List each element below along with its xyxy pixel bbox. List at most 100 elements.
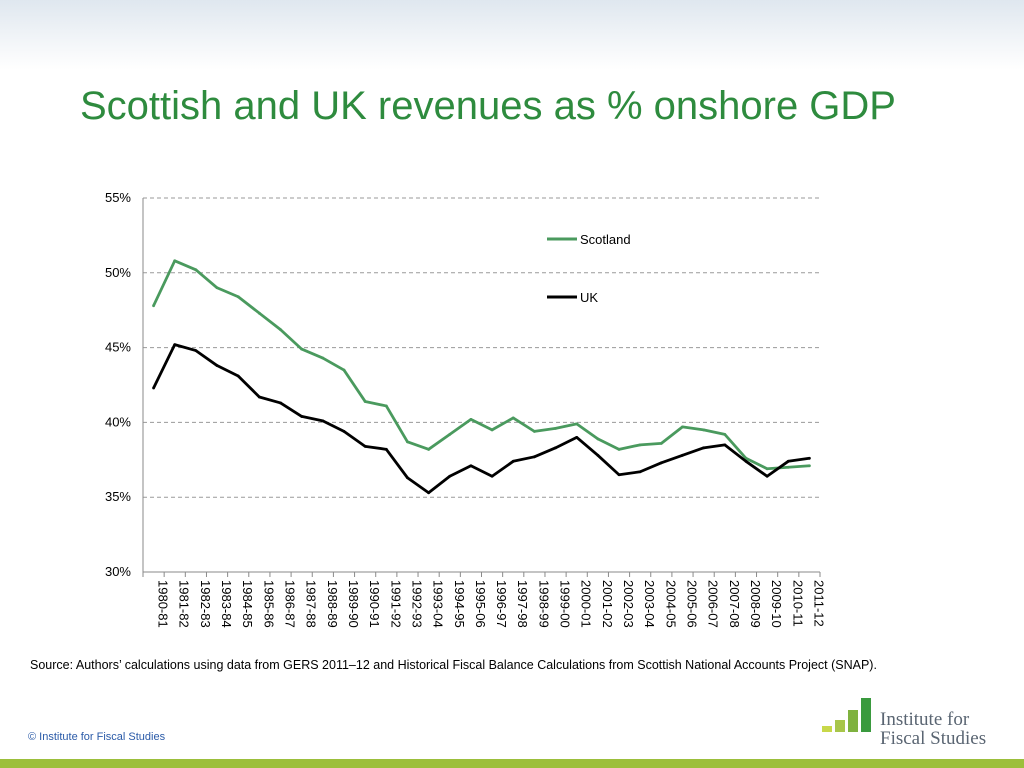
data-point-scotland xyxy=(257,311,261,315)
slide-title: Scottish and UK revenues as % onshore GD… xyxy=(80,84,896,128)
footer-rule xyxy=(0,759,1024,768)
data-point-uk xyxy=(321,419,325,423)
x-tick-label: 2000-01 xyxy=(579,580,594,628)
data-point-scotland xyxy=(723,432,727,436)
data-point-scotland xyxy=(152,304,155,308)
logo-bar xyxy=(848,710,858,732)
legend-label-scotland: Scotland xyxy=(580,232,631,247)
y-tick-label: 30% xyxy=(105,564,131,579)
x-tick-label: 1998-99 xyxy=(536,580,551,628)
y-tick-label: 45% xyxy=(105,340,131,355)
x-tick-label: 1988-89 xyxy=(325,580,340,628)
data-point-scotland xyxy=(384,404,388,408)
logo-bar xyxy=(822,726,832,732)
y-tick-label: 50% xyxy=(105,265,131,280)
data-point-uk xyxy=(469,464,473,468)
data-point-uk xyxy=(808,456,811,460)
legend-label-uk: UK xyxy=(580,290,598,305)
data-point-scotland xyxy=(469,418,473,421)
series-line-scotland xyxy=(152,259,810,471)
data-point-scotland xyxy=(638,443,642,447)
x-tick-label: 2004-05 xyxy=(663,580,678,628)
data-point-scotland xyxy=(406,440,409,444)
source-note: Source: Authors’ calculations using data… xyxy=(30,658,877,672)
data-point-uk xyxy=(215,364,219,367)
data-point-uk xyxy=(236,374,240,378)
logo-bar xyxy=(835,720,845,732)
data-point-scotland xyxy=(363,400,367,403)
x-tick-label: 2008-09 xyxy=(748,580,763,628)
data-point-uk xyxy=(511,459,515,463)
data-point-scotland xyxy=(575,422,579,426)
data-point-scotland xyxy=(215,286,219,290)
x-tick-label: 1999-00 xyxy=(558,580,573,628)
x-tick-label: 1991-92 xyxy=(388,580,403,628)
data-point-uk xyxy=(744,459,748,463)
logo-bars-icon xyxy=(820,696,876,732)
logo-bar xyxy=(861,698,871,732)
header-gradient-band xyxy=(0,0,1024,70)
data-point-uk xyxy=(257,395,261,399)
data-point-scotland xyxy=(173,259,177,263)
x-tick-label: 1984-85 xyxy=(240,580,255,628)
data-point-scotland xyxy=(300,347,304,351)
x-tick-label: 1985-86 xyxy=(261,580,276,628)
data-point-uk xyxy=(681,453,684,457)
data-point-uk xyxy=(765,474,769,478)
logo-text: Institute for Fiscal Studies xyxy=(880,710,986,748)
x-tick-label: 2010-11 xyxy=(790,580,805,627)
x-tick-label: 2002-03 xyxy=(621,580,636,628)
data-point-scotland xyxy=(490,428,494,432)
data-point-uk xyxy=(617,473,621,477)
data-point-scotland xyxy=(681,425,684,429)
data-point-scotland xyxy=(194,268,198,272)
data-point-uk xyxy=(406,476,409,480)
data-point-scotland xyxy=(532,429,536,433)
y-tick-label: 35% xyxy=(105,489,131,504)
y-tick-label: 40% xyxy=(105,414,131,429)
y-tick-label: 55% xyxy=(105,190,131,205)
data-point-scotland xyxy=(448,432,452,436)
data-point-uk xyxy=(702,446,706,450)
x-tick-label: 1993-04 xyxy=(431,580,446,628)
data-point-scotland xyxy=(511,416,515,420)
data-point-scotland xyxy=(765,467,769,471)
x-tick-label: 2011-12 xyxy=(811,580,826,627)
x-tick-label: 1986-87 xyxy=(283,580,298,628)
data-point-uk xyxy=(384,447,388,451)
data-point-scotland xyxy=(236,295,240,299)
x-tick-label: 1990-91 xyxy=(367,580,382,628)
data-point-uk xyxy=(448,474,452,478)
data-point-scotland xyxy=(659,441,663,445)
data-point-scotland xyxy=(279,328,282,332)
data-point-scotland xyxy=(786,465,790,469)
x-tick-label: 2003-04 xyxy=(642,580,657,628)
data-point-uk xyxy=(427,491,431,495)
data-point-scotland xyxy=(321,356,325,360)
data-point-uk xyxy=(596,453,600,457)
data-point-uk xyxy=(194,349,198,352)
data-point-uk xyxy=(490,474,494,478)
data-point-scotland xyxy=(596,437,600,441)
x-tick-label: 2009-10 xyxy=(769,580,784,628)
data-point-uk xyxy=(173,343,177,347)
x-tick-label: 1983-84 xyxy=(219,580,234,628)
data-point-scotland xyxy=(554,426,557,430)
data-point-uk xyxy=(279,401,282,405)
series-line-uk xyxy=(152,343,810,495)
data-point-uk xyxy=(723,443,727,447)
ifs-logo: Institute for Fiscal Studies xyxy=(820,696,1000,752)
data-point-scotland xyxy=(342,368,346,372)
data-point-scotland xyxy=(617,447,621,451)
x-tick-label: 2007-08 xyxy=(727,580,742,628)
data-point-scotland xyxy=(702,428,706,432)
x-tick-label: 1989-90 xyxy=(346,580,361,628)
x-tick-label: 2006-07 xyxy=(706,580,721,628)
x-tick-label: 1995-06 xyxy=(473,580,488,628)
x-tick-label: 1994-95 xyxy=(452,580,467,628)
data-point-uk xyxy=(532,455,536,459)
x-tick-label: 1997-98 xyxy=(515,580,530,628)
x-tick-label: 1992-93 xyxy=(409,580,424,628)
x-tick-label: 1996-97 xyxy=(494,580,509,628)
x-tick-label: 2005-06 xyxy=(684,580,699,628)
